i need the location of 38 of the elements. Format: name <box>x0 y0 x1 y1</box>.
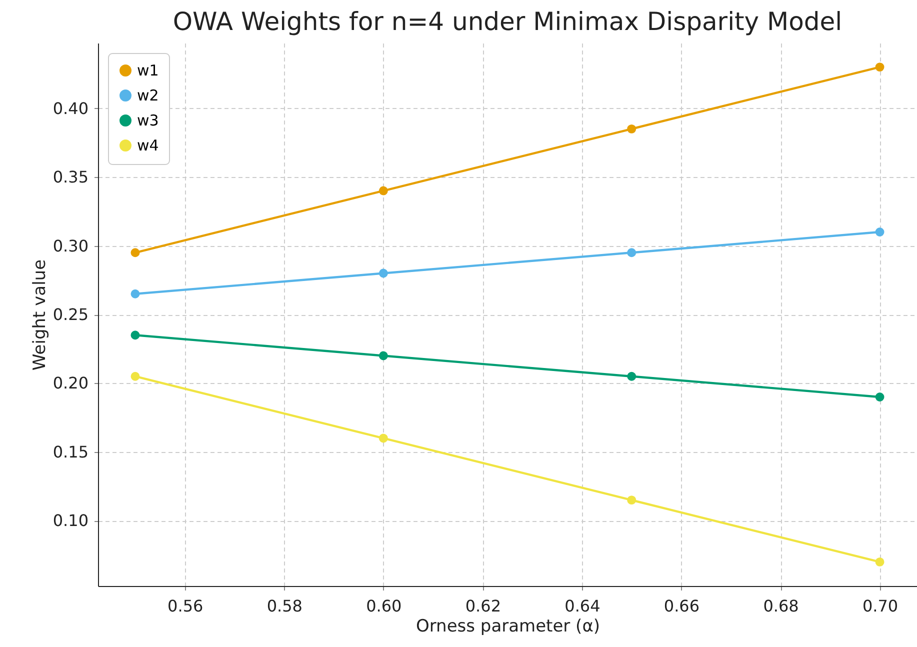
point <box>130 330 140 340</box>
x-tick-label: 0.68 <box>763 596 799 616</box>
legend-label: w3 <box>137 112 159 130</box>
point <box>378 434 388 443</box>
point <box>627 496 636 505</box>
point <box>130 372 140 381</box>
x-tick-label: 0.56 <box>168 596 204 616</box>
x-tick-label: 0.62 <box>465 596 501 616</box>
legend-label: w2 <box>137 86 159 104</box>
y-tick-label: 0.10 <box>52 511 88 530</box>
point <box>875 62 884 72</box>
x-tick-label: 0.66 <box>664 596 700 616</box>
y-tick-label: 0.40 <box>52 98 88 118</box>
x-tick-label: 0.60 <box>366 596 402 616</box>
x-tick-label: 0.70 <box>862 596 898 616</box>
y-tick-label: 0.25 <box>52 305 88 324</box>
x-tick-label: 0.58 <box>266 596 302 616</box>
point <box>627 124 636 134</box>
x-tick-label: 0.64 <box>564 596 600 616</box>
point <box>627 248 636 258</box>
point <box>130 289 140 298</box>
y-tick-label: 0.15 <box>52 442 88 462</box>
point <box>875 392 884 402</box>
legend-label: w1 <box>137 62 159 80</box>
point <box>378 351 388 360</box>
y-tick-label: 0.35 <box>52 168 88 187</box>
y-axis-title: Weight value <box>30 259 50 371</box>
y-tick-label: 0.30 <box>52 236 88 256</box>
point <box>875 228 884 236</box>
point <box>378 268 388 278</box>
x-axis-title: Orness parameter (α) <box>416 616 600 636</box>
point <box>875 557 884 566</box>
y-tick-label: 0.20 <box>52 374 88 393</box>
legend-label: w4 <box>137 136 159 154</box>
point <box>130 248 140 258</box>
chart-title: OWA Weights for n=4 under Minimax Disparity Model <box>172 7 842 36</box>
point <box>627 372 636 381</box>
point <box>378 186 388 196</box>
